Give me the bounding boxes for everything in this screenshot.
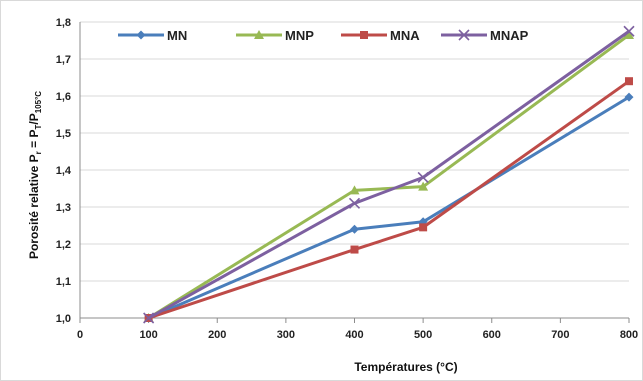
x-tick-label: 500 bbox=[414, 329, 432, 341]
legend-item-mna: MNA bbox=[341, 28, 420, 43]
y-axis-title: Porosité relative Pr = PT/P105°C bbox=[27, 91, 43, 259]
legend: MN MNP MNA MNAP bbox=[118, 28, 529, 43]
axes: 1,0 1,1 1,2 1,3 1,4 1,5 1,6 1,7 1,8 0 100 200 300 400… bbox=[56, 17, 638, 341]
y-tick-label: 1,7 bbox=[56, 54, 71, 66]
legend-label-mna: MNA bbox=[390, 28, 420, 43]
legend-label-mn: MN bbox=[167, 28, 187, 43]
legend-label-mnp: MNP bbox=[285, 28, 314, 43]
y-tick-label: 1,2 bbox=[56, 239, 71, 251]
legend-item-mn: MN bbox=[118, 28, 187, 43]
data-point-mnap bbox=[143, 312, 155, 324]
data-point-mnap bbox=[348, 197, 361, 209]
x-tick-label: 200 bbox=[208, 329, 226, 341]
legend-item-mnap: MNAP bbox=[441, 28, 529, 43]
legend-marker-mnp bbox=[254, 30, 264, 39]
legend-item-mnp: MNP bbox=[236, 28, 314, 43]
series-mnp bbox=[143, 29, 634, 322]
data-point-mnp bbox=[624, 29, 634, 39]
x-tick-label: 300 bbox=[277, 329, 295, 341]
data-point-mnap bbox=[623, 25, 635, 37]
data-point-mnp bbox=[418, 181, 429, 191]
x-tick-label: 700 bbox=[551, 329, 569, 341]
y-axis-title-sub-t: T bbox=[34, 125, 43, 130]
x-axis-title: Températures (°C) bbox=[354, 360, 457, 374]
data-point-mna bbox=[350, 245, 359, 254]
data-point-mnp bbox=[349, 185, 360, 195]
y-tick-label: 1,3 bbox=[56, 202, 71, 214]
series-group bbox=[143, 25, 635, 324]
y-tick-label: 1,4 bbox=[56, 165, 72, 177]
y-tick-label: 1,1 bbox=[56, 276, 71, 288]
legend-marker-mn bbox=[136, 30, 146, 40]
data-point-mna bbox=[419, 223, 428, 232]
series-mnap bbox=[143, 25, 635, 324]
legend-marker-mna bbox=[360, 31, 368, 39]
gridlines bbox=[80, 21, 629, 282]
series-mna bbox=[144, 77, 633, 322]
x-tick-label: 100 bbox=[139, 329, 157, 341]
x-tick-label: 800 bbox=[620, 329, 638, 341]
series-line-mnp bbox=[147, 33, 630, 320]
y-axis-title-main: Porosité relative P bbox=[27, 154, 41, 259]
legend-label-mnap: MNAP bbox=[490, 28, 529, 43]
series-line-mn bbox=[148, 95, 630, 320]
y-axis-title-sub-r: r bbox=[34, 151, 43, 154]
x-tick-label: 400 bbox=[345, 329, 363, 341]
x-tick-label: 0 bbox=[77, 329, 83, 341]
y-tick-label: 1,6 bbox=[56, 91, 71, 103]
series-mn bbox=[144, 92, 634, 323]
y-tick-label: 1,8 bbox=[56, 17, 71, 29]
y-axis-title-equals: = P bbox=[27, 130, 41, 152]
y-axis-title-slash: /P bbox=[27, 113, 41, 124]
data-point-mn bbox=[350, 224, 359, 234]
series-line-mna bbox=[148, 79, 630, 320]
y-axis-title-sub-ref: 105°C bbox=[34, 91, 43, 114]
data-point-mn bbox=[624, 92, 634, 102]
data-point-mna bbox=[625, 77, 633, 86]
x-tick-label: 600 bbox=[483, 329, 501, 341]
data-point-mnap bbox=[417, 171, 429, 183]
legend-marker-mnap bbox=[458, 29, 470, 41]
series-line-mnap bbox=[147, 30, 630, 320]
y-tick-label: 1,5 bbox=[56, 128, 71, 140]
y-tick-label: 1,0 bbox=[56, 313, 71, 325]
